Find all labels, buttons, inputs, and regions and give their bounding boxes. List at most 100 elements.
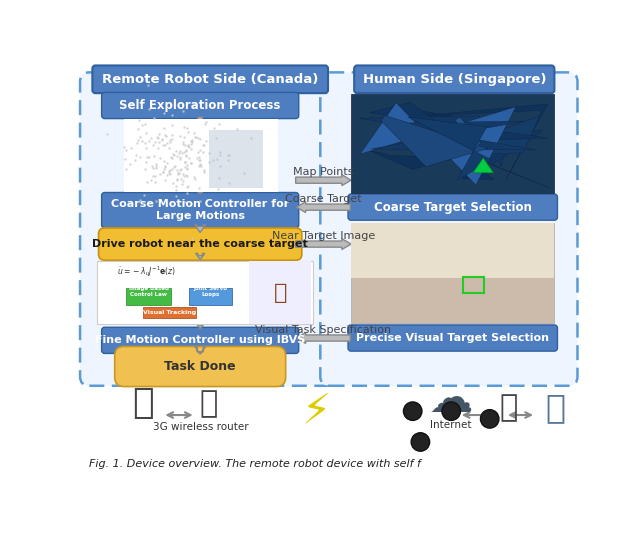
FancyBboxPatch shape	[92, 65, 328, 93]
Point	[150, 171, 160, 180]
FancyArrow shape	[296, 175, 351, 185]
Polygon shape	[381, 115, 488, 167]
Point	[141, 152, 152, 161]
Polygon shape	[473, 158, 493, 173]
Polygon shape	[359, 116, 506, 167]
Point	[125, 160, 136, 168]
Point	[180, 157, 190, 166]
Point	[182, 182, 193, 191]
Point	[223, 156, 233, 164]
Polygon shape	[360, 103, 516, 185]
Point	[182, 183, 192, 191]
Point	[175, 165, 185, 174]
Point	[195, 161, 205, 169]
Point	[141, 144, 152, 153]
Point	[214, 148, 225, 156]
FancyBboxPatch shape	[97, 261, 312, 324]
Point	[214, 120, 225, 128]
Point	[180, 197, 191, 206]
FancyArrow shape	[296, 333, 350, 343]
Point	[141, 158, 151, 167]
Point	[148, 172, 158, 181]
Point	[175, 164, 186, 173]
Point	[164, 169, 174, 178]
Point	[167, 153, 177, 162]
Point	[159, 109, 170, 118]
Point	[198, 140, 208, 149]
Point	[172, 165, 182, 174]
Polygon shape	[408, 117, 492, 181]
Point	[215, 151, 225, 160]
Polygon shape	[412, 109, 493, 179]
Point	[190, 174, 200, 183]
Point	[183, 141, 193, 149]
Point	[160, 175, 170, 184]
Point	[199, 168, 209, 176]
Text: Self Exploration Process: Self Exploration Process	[120, 99, 281, 112]
Point	[129, 156, 140, 165]
Point	[179, 133, 189, 142]
Point	[198, 165, 209, 174]
FancyBboxPatch shape	[320, 72, 577, 386]
Text: Drive robot near the coarse target: Drive robot near the coarse target	[92, 239, 308, 249]
Polygon shape	[370, 102, 548, 141]
Point	[134, 153, 145, 161]
Point	[134, 133, 145, 142]
Point	[131, 150, 141, 159]
Point	[188, 234, 198, 243]
FancyBboxPatch shape	[99, 228, 302, 260]
Point	[172, 176, 182, 184]
Point	[212, 185, 223, 194]
Point	[189, 173, 200, 182]
FancyBboxPatch shape	[354, 65, 554, 93]
Point	[201, 137, 211, 146]
Point	[166, 164, 177, 173]
Point	[160, 163, 170, 172]
Point	[199, 140, 209, 149]
Point	[140, 164, 150, 173]
Point	[164, 138, 175, 147]
Polygon shape	[368, 150, 459, 169]
Point	[182, 165, 193, 174]
Point	[192, 154, 202, 163]
FancyBboxPatch shape	[250, 261, 311, 324]
Point	[159, 157, 169, 165]
FancyBboxPatch shape	[351, 94, 554, 192]
Point	[152, 134, 163, 143]
Text: Image Based
Control Law: Image Based Control Law	[129, 286, 168, 297]
Point	[144, 153, 154, 161]
Point	[194, 156, 204, 164]
Point	[143, 81, 153, 89]
Point	[151, 164, 161, 172]
Point	[223, 150, 233, 159]
Point	[173, 168, 183, 177]
Point	[180, 141, 190, 149]
Point	[214, 174, 224, 182]
Text: Visual Task Specification: Visual Task Specification	[255, 326, 392, 335]
Point	[179, 157, 189, 166]
Point	[160, 131, 170, 140]
Point	[176, 174, 186, 183]
FancyArrow shape	[296, 239, 351, 250]
Point	[133, 125, 143, 134]
Point	[142, 177, 152, 186]
Point	[174, 169, 184, 177]
FancyBboxPatch shape	[351, 223, 554, 323]
Polygon shape	[455, 118, 481, 150]
Point	[157, 135, 167, 144]
Point	[200, 118, 211, 127]
Polygon shape	[411, 104, 548, 181]
Point	[184, 142, 194, 151]
Point	[175, 155, 186, 164]
Point	[196, 162, 206, 170]
Point	[195, 160, 205, 168]
Point	[195, 146, 205, 154]
FancyBboxPatch shape	[126, 288, 171, 305]
Point	[181, 151, 191, 160]
Point	[180, 170, 191, 179]
Point	[189, 129, 199, 138]
Point	[193, 148, 204, 157]
Point	[194, 184, 204, 192]
Circle shape	[411, 433, 429, 451]
Point	[195, 156, 205, 164]
